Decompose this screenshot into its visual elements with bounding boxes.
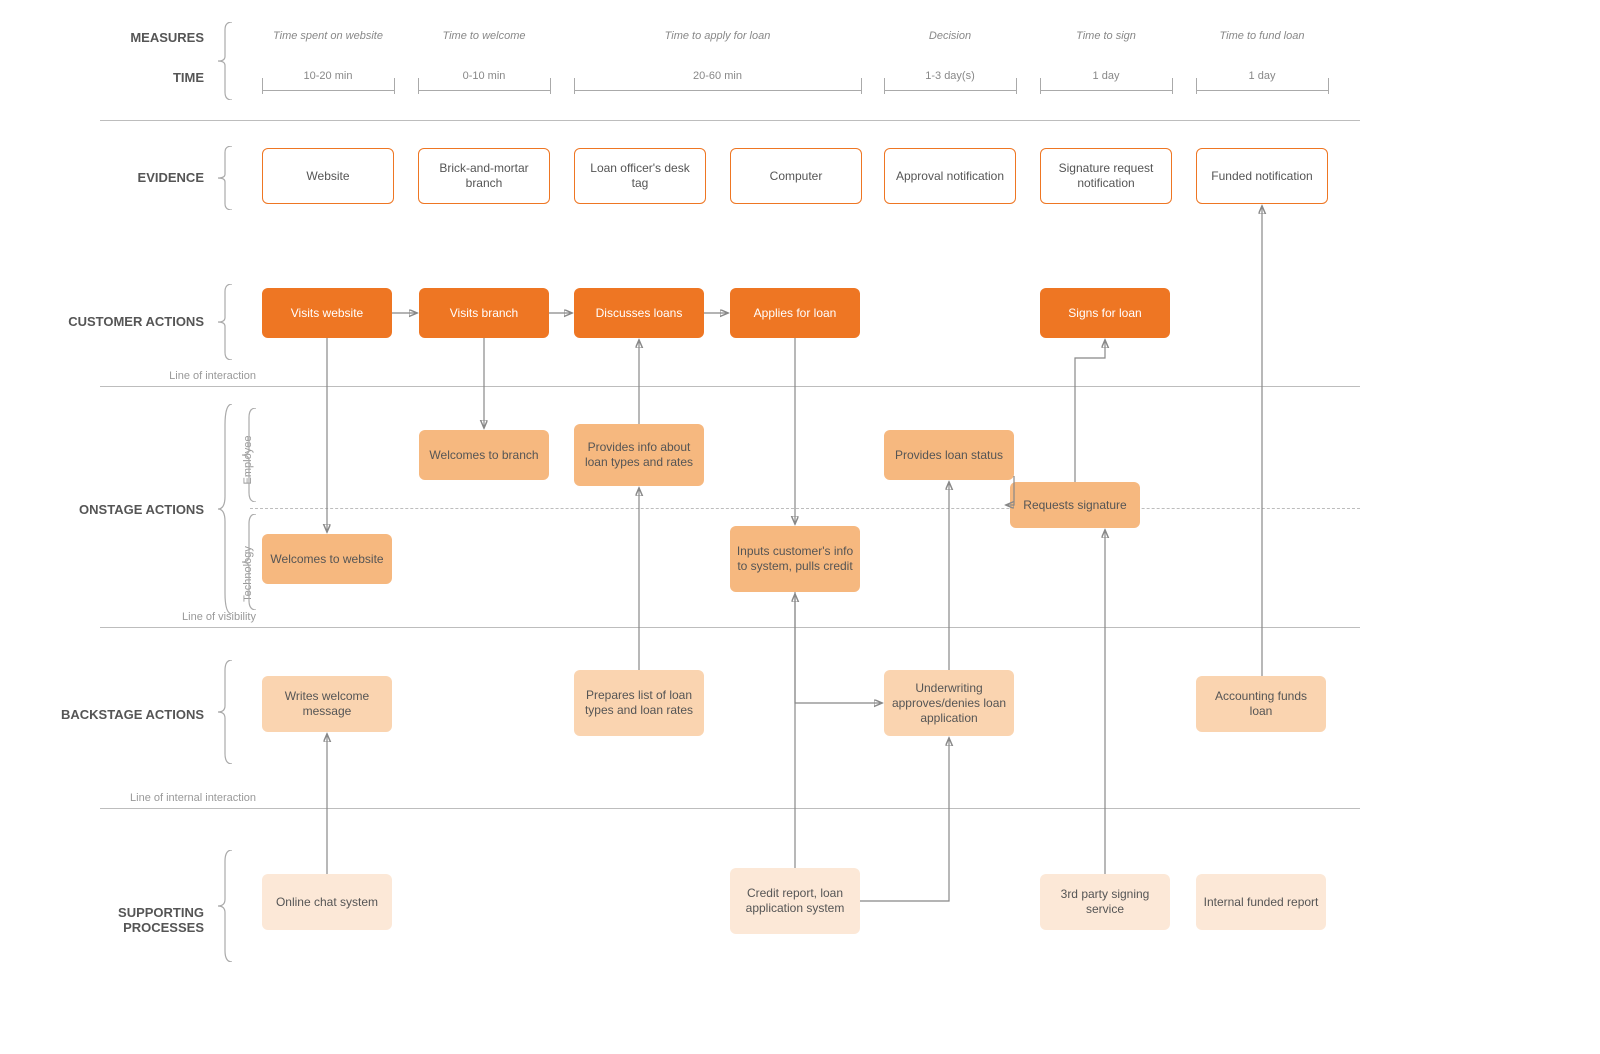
onstage-box: Provides info about loan types and rates [574,424,704,486]
support-box: Online chat system [262,874,392,930]
time-label: 1 day [1202,70,1322,82]
evidence-box: Approval notification [884,148,1016,204]
onstage-box: Requests signature [1010,482,1140,528]
onstage-box: Provides loan status [884,430,1014,480]
measure-label: Time spent on website [248,30,408,42]
time-label: 1 day [1046,70,1166,82]
caption-line-internal: Line of internal interaction [86,792,256,804]
customer-action-box: Visits branch [419,288,549,338]
time-label: 10-20 min [268,70,388,82]
measure-label: Time to sign [1026,30,1186,42]
row-label-onstage: ONSTAGE ACTIONS [34,502,204,517]
evidence-box: Website [262,148,394,204]
measure-label: Time to apply for loan [638,30,798,42]
row-label-customer: CUSTOMER ACTIONS [34,314,204,329]
customer-action-box: Visits website [262,288,392,338]
evidence-box: Computer [730,148,862,204]
time-label: 20-60 min [658,70,778,82]
onstage-box: Welcomes to website [262,534,392,584]
measure-label: Time to welcome [404,30,564,42]
backstage-box: Underwriting approves/denies loan applic… [884,670,1014,736]
caption-line-visibility: Line of visibility [86,611,256,623]
evidence-box: Funded notification [1196,148,1328,204]
measure-label: Decision [870,30,1030,42]
row-label-support: SUPPORTING PROCESSES [34,905,204,935]
onstage-box: Welcomes to branch [419,430,549,480]
row-label-evidence: EVIDENCE [34,170,204,185]
support-box: Internal funded report [1196,874,1326,930]
time-label: 1-3 day(s) [890,70,1010,82]
support-box: Credit report, loan application system [730,868,860,934]
backstage-box: Prepares list of loan types and loan rat… [574,670,704,736]
row-label-time: TIME [34,70,204,85]
backstage-box: Writes welcome message [262,676,392,732]
evidence-box: Signature request notification [1040,148,1172,204]
support-box: 3rd party signing service [1040,874,1170,930]
customer-action-box: Applies for loan [730,288,860,338]
caption-line-interaction: Line of interaction [86,370,256,382]
row-label-measures: MEASURES [34,30,204,45]
customer-action-box: Signs for loan [1040,288,1170,338]
evidence-box: Brick-and-mortar branch [418,148,550,204]
service-blueprint-diagram: MEASURES TIME EVIDENCE CUSTOMER ACTIONS ONST… [0,0,1600,1054]
row-label-backstage: BACKSTAGE ACTIONS [34,707,204,722]
onstage-sublabel-technology: Technology [242,534,254,614]
onstage-box: Inputs customer's info to system, pulls … [730,526,860,592]
time-label: 0-10 min [424,70,544,82]
evidence-box: Loan officer's desk tag [574,148,706,204]
customer-action-box: Discusses loans [574,288,704,338]
backstage-box: Accounting funds loan [1196,676,1326,732]
onstage-sublabel-employee: Employee [242,420,254,500]
measure-label: Time to fund loan [1182,30,1342,42]
